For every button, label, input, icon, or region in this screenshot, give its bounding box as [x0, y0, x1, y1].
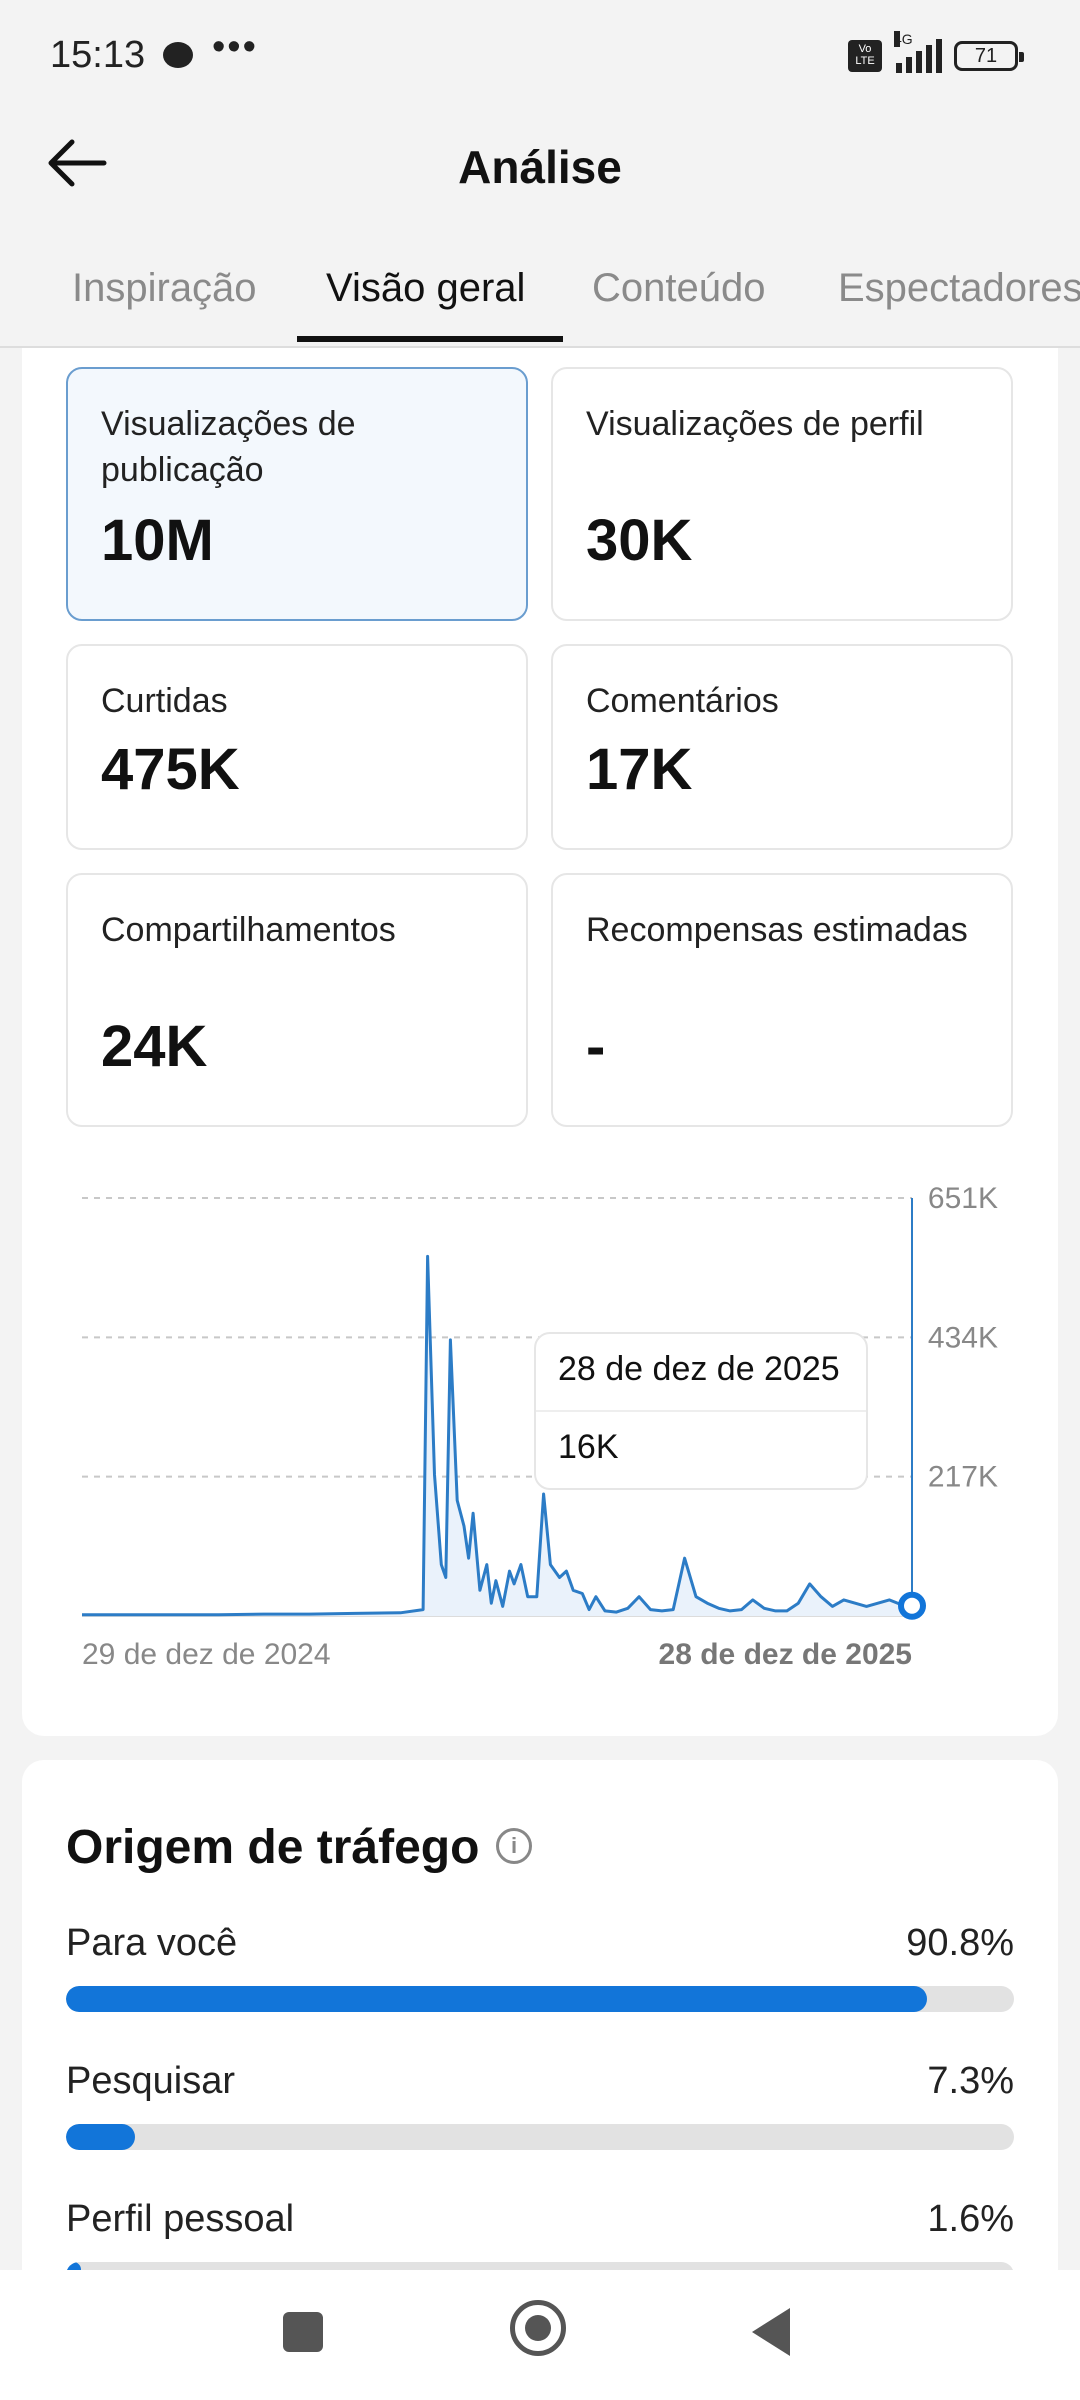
metric-value: 10M: [101, 508, 214, 573]
tooltip-divider: [536, 1410, 866, 1412]
metric-card-comments[interactable]: Comentários 17K: [551, 644, 1013, 850]
chat-notification-icon: [163, 42, 193, 68]
tab-inspiracao[interactable]: Inspiração: [72, 266, 257, 310]
traffic-bar-track: [66, 1986, 1014, 2012]
tab-bar: Inspiração Visão geral Conteúdo Espectad…: [0, 236, 1080, 348]
metric-value: 24K: [101, 1014, 208, 1079]
info-icon[interactable]: i: [496, 1828, 532, 1864]
home-button[interactable]: [510, 2300, 566, 2356]
top-app-bar: Análise: [0, 110, 1080, 220]
system-nav-bar: [0, 2270, 1080, 2400]
traffic-row-label: Para você: [66, 1922, 238, 1964]
metric-card-post-views[interactable]: Visualizações de publicação 10M: [66, 367, 528, 621]
network-type: 4G: [894, 31, 913, 47]
metric-label: Comentários: [586, 682, 779, 720]
metric-value: 30K: [586, 508, 693, 573]
status-time: 15:13: [50, 34, 146, 76]
tooltip-value: 16K: [558, 1428, 619, 1466]
traffic-bar-fill: [66, 1986, 927, 2012]
metric-card-estimated-rewards[interactable]: Recompensas estimadas -: [551, 873, 1013, 1127]
traffic-title: Origem de tráfego: [66, 1821, 480, 1874]
metric-value: -: [586, 1014, 606, 1079]
back-arrow-icon[interactable]: [46, 138, 108, 188]
metric-label: Compartilhamentos: [101, 911, 396, 949]
metric-card-likes[interactable]: Curtidas 475K: [66, 644, 528, 850]
metric-value: 17K: [586, 737, 693, 802]
metric-label: Recompensas estimadas: [586, 911, 968, 949]
active-tab-indicator: [297, 336, 563, 342]
metric-value: 475K: [101, 737, 240, 802]
page-title: Análise: [458, 141, 622, 193]
traffic-row-value: 1.6%: [927, 2198, 1014, 2240]
tooltip-date: 28 de dez de 2025: [558, 1350, 840, 1388]
status-bar: 15:13 ••• Vo LTE 4G 71: [0, 0, 1080, 110]
traffic-bar-track: [66, 2124, 1014, 2150]
traffic-row-value: 7.3%: [927, 2060, 1014, 2102]
metric-card-profile-views[interactable]: Visualizações de perfil 30K: [551, 367, 1013, 621]
nav-back-button[interactable]: [752, 2308, 790, 2356]
metric-label: Visualizações de publicação: [101, 405, 356, 489]
tab-visao-geral[interactable]: Visão geral: [326, 266, 526, 310]
traffic-row-label: Perfil pessoal: [66, 2198, 295, 2240]
traffic-bar-fill: [66, 2124, 136, 2150]
battery-icon: 71: [954, 41, 1024, 71]
chart-tooltip: 28 de dez de 2025 16K: [534, 1332, 868, 1490]
traffic-row-label: Pesquisar: [66, 2060, 235, 2102]
metric-label: Visualizações de perfil: [586, 405, 924, 443]
signal-icon: 4G: [894, 31, 942, 73]
volte-icon: Vo LTE: [848, 40, 882, 72]
recents-button[interactable]: [283, 2312, 323, 2352]
metric-card-shares[interactable]: Compartilhamentos 24K: [66, 873, 528, 1127]
tab-espectadores[interactable]: Espectadores: [838, 266, 1080, 310]
more-notifications-icon: •••: [212, 26, 258, 68]
traffic-row-value: 90.8%: [906, 1922, 1014, 1964]
metric-label: Curtidas: [101, 682, 228, 720]
tab-conteudo[interactable]: Conteúdo: [592, 266, 766, 310]
